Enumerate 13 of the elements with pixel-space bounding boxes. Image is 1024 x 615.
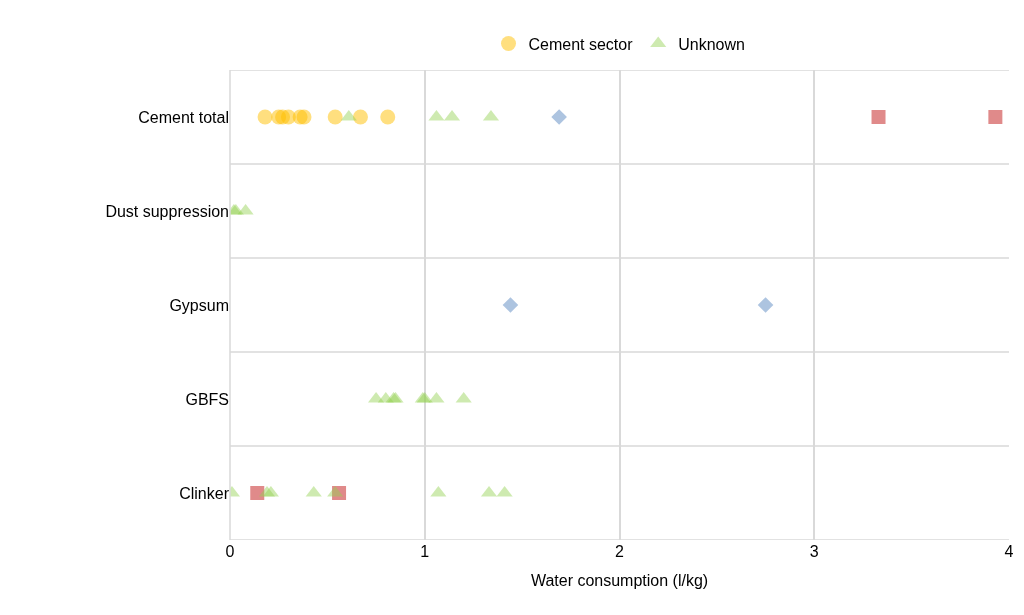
x-tick-label: 4 [1004, 543, 1014, 560]
y-tick-label: Gypsum [169, 296, 229, 314]
x-tick-label: 2 [615, 543, 625, 560]
y-tick-label: Dust suppression [105, 202, 229, 220]
y-tick-label: Clinker [179, 484, 230, 502]
x-axis-title: Water consumption (l/kg) [530, 571, 709, 589]
legend-label: Unknown [678, 35, 745, 53]
y-tick-label: GBFS [185, 390, 229, 408]
x-tick-label: 0 [225, 543, 235, 560]
x-tick-label: 1 [420, 543, 430, 560]
y-tick-label: Cement total [138, 108, 229, 126]
x-tick-label: 3 [809, 543, 819, 560]
legend-label: Cement sector [528, 35, 634, 53]
